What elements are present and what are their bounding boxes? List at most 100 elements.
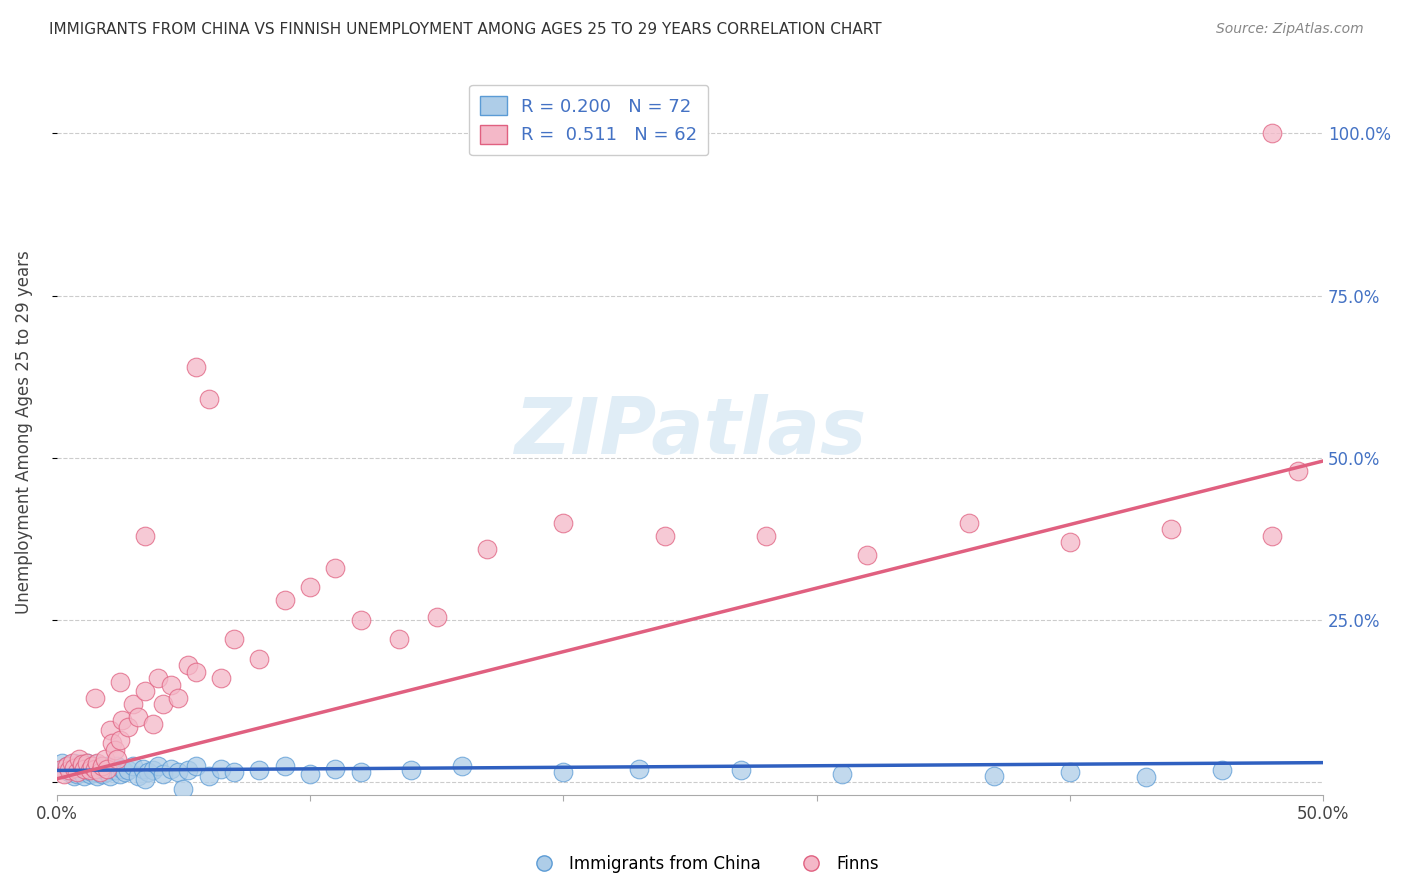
Point — [70, 756, 93, 771]
Point — [96, 765, 118, 780]
Point — [55, 759, 77, 773]
Point — [101, 762, 124, 776]
Point — [98, 723, 121, 738]
Point — [53, 762, 76, 776]
Point — [80, 759, 103, 773]
Point — [70, 759, 93, 773]
Point — [856, 548, 879, 562]
Point — [1135, 770, 1157, 784]
Point — [152, 698, 174, 712]
Point — [60, 764, 83, 778]
Point — [1261, 127, 1284, 141]
Point — [273, 759, 295, 773]
Point — [127, 710, 149, 724]
Point — [80, 765, 103, 780]
Legend: R = 0.200   N = 72, R =  0.511   N = 62: R = 0.200 N = 72, R = 0.511 N = 62 — [468, 85, 709, 155]
Point — [957, 516, 980, 530]
Point — [79, 764, 101, 778]
Point — [51, 762, 73, 776]
Point — [98, 769, 121, 783]
Y-axis label: Unemployment Among Ages 25 to 29 years: Unemployment Among Ages 25 to 29 years — [15, 250, 32, 614]
Point — [159, 762, 181, 776]
Point — [86, 769, 108, 783]
Point — [58, 765, 80, 780]
Point — [83, 764, 105, 778]
Point — [323, 561, 346, 575]
Point — [142, 764, 165, 778]
Point — [831, 767, 853, 781]
Point — [247, 652, 270, 666]
Point — [349, 765, 371, 780]
Point — [127, 769, 149, 783]
Point — [55, 759, 77, 773]
Point — [730, 764, 752, 778]
Point — [167, 765, 190, 780]
Point — [209, 762, 232, 776]
Point — [63, 761, 86, 775]
Point — [73, 762, 96, 776]
Point — [63, 756, 86, 770]
Point — [111, 714, 134, 728]
Point — [76, 764, 98, 778]
Point — [197, 392, 219, 407]
Point — [91, 759, 114, 773]
Point — [184, 759, 207, 773]
Point — [134, 684, 156, 698]
Point — [86, 762, 108, 776]
Point — [107, 752, 129, 766]
Point — [273, 593, 295, 607]
Point — [73, 762, 96, 776]
Point — [654, 528, 676, 542]
Point — [134, 528, 156, 542]
Point — [983, 769, 1005, 783]
Point — [349, 613, 371, 627]
Point — [79, 767, 101, 781]
Point — [58, 764, 80, 778]
Point — [108, 674, 131, 689]
Point — [60, 759, 83, 773]
Point — [93, 764, 115, 778]
Text: IMMIGRANTS FROM CHINA VS FINNISH UNEMPLOYMENT AMONG AGES 25 TO 29 YEARS CORRELAT: IMMIGRANTS FROM CHINA VS FINNISH UNEMPLO… — [49, 22, 882, 37]
Point — [451, 759, 474, 773]
Point — [298, 581, 321, 595]
Point — [159, 678, 181, 692]
Point — [755, 528, 778, 542]
Point — [136, 765, 159, 780]
Point — [108, 733, 131, 747]
Point — [76, 756, 98, 770]
Point — [104, 742, 127, 756]
Point — [83, 762, 105, 776]
Point — [96, 762, 118, 776]
Point — [96, 759, 118, 773]
Point — [1211, 764, 1233, 778]
Point — [426, 609, 449, 624]
Point — [1286, 464, 1309, 478]
Point — [66, 765, 89, 780]
Point — [553, 516, 575, 530]
Point — [553, 765, 575, 780]
Point — [177, 658, 200, 673]
Point — [114, 765, 136, 780]
Point — [247, 764, 270, 778]
Point — [107, 759, 129, 773]
Point — [399, 764, 422, 778]
Point — [91, 761, 114, 775]
Point — [66, 767, 89, 781]
Point — [117, 720, 139, 734]
Point — [89, 759, 111, 773]
Point — [67, 752, 90, 766]
Point — [70, 759, 93, 773]
Point — [132, 762, 155, 776]
Text: ZIPatlas: ZIPatlas — [513, 393, 866, 470]
Point — [387, 632, 409, 647]
Point — [1059, 535, 1081, 549]
Point — [86, 756, 108, 770]
Point — [70, 765, 93, 780]
Point — [93, 752, 115, 766]
Point — [111, 762, 134, 776]
Point — [146, 759, 169, 773]
Point — [79, 759, 101, 773]
Point — [222, 765, 245, 780]
Point — [628, 762, 651, 776]
Point — [108, 767, 131, 781]
